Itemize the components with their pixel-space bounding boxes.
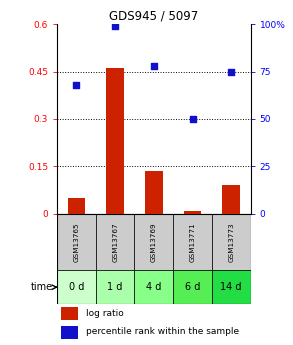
Bar <box>57 270 96 304</box>
Point <box>113 23 117 29</box>
Text: percentile rank within the sample: percentile rank within the sample <box>86 327 239 336</box>
Text: GSM13771: GSM13771 <box>190 222 195 262</box>
Point <box>74 82 79 88</box>
Bar <box>184 210 201 214</box>
Point <box>151 63 156 69</box>
Bar <box>212 214 251 270</box>
Point <box>229 69 234 74</box>
Bar <box>57 214 96 270</box>
Text: 6 d: 6 d <box>185 282 200 292</box>
Bar <box>134 214 173 270</box>
Text: GSM13767: GSM13767 <box>112 222 118 262</box>
Bar <box>145 171 163 214</box>
Bar <box>68 198 85 214</box>
Text: time: time <box>30 282 52 292</box>
Bar <box>222 185 240 214</box>
Bar <box>173 214 212 270</box>
Bar <box>106 68 124 214</box>
Bar <box>61 307 79 320</box>
Bar <box>61 326 79 338</box>
Bar <box>96 270 134 304</box>
Title: GDS945 / 5097: GDS945 / 5097 <box>109 10 198 23</box>
Text: 0 d: 0 d <box>69 282 84 292</box>
Text: GSM13769: GSM13769 <box>151 222 157 262</box>
Bar <box>134 270 173 304</box>
Text: 14 d: 14 d <box>220 282 242 292</box>
Text: GSM13765: GSM13765 <box>74 222 79 262</box>
Point <box>190 116 195 122</box>
Bar <box>96 214 134 270</box>
Bar <box>173 270 212 304</box>
Bar <box>212 270 251 304</box>
Text: GSM13773: GSM13773 <box>228 222 234 262</box>
Text: 4 d: 4 d <box>146 282 161 292</box>
Text: log ratio: log ratio <box>86 309 124 318</box>
Text: 1 d: 1 d <box>108 282 123 292</box>
